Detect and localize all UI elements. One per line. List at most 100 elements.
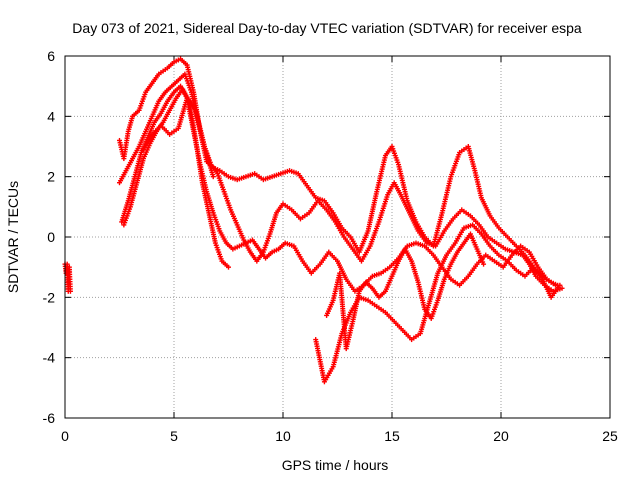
dense-marker-run	[475, 248, 486, 265]
dense-marker-run	[185, 64, 196, 93]
dense-marker-run	[128, 182, 139, 208]
dense-marker-run	[222, 191, 233, 211]
chart-title: Day 073 of 2021, Sidereal Day-to-day VTE…	[72, 20, 582, 36]
dense-marker-run	[466, 146, 477, 171]
dense-marker-run	[403, 248, 414, 262]
dense-marker-run	[471, 224, 483, 235]
dense-marker-run	[532, 266, 544, 280]
data-point	[481, 261, 487, 267]
dense-marker-run	[377, 194, 390, 223]
series-track-8	[324, 231, 487, 352]
dense-marker-run	[228, 174, 238, 182]
dense-marker-run	[467, 263, 479, 277]
dense-marker-run	[472, 170, 484, 199]
dense-marker-run	[459, 145, 469, 154]
dense-marker-run	[550, 284, 561, 298]
dense-marker-run	[310, 263, 321, 274]
dense-marker-run	[360, 245, 372, 262]
data-point	[559, 285, 565, 291]
plot-frame	[64, 55, 611, 419]
y-tick-label: -2	[43, 289, 56, 305]
dense-marker-run	[183, 73, 194, 93]
x-tick-label: 20	[493, 428, 509, 444]
dense-marker-run	[383, 275, 394, 292]
series-track-1	[62, 261, 73, 294]
y-tick-label: -6	[43, 410, 56, 426]
dense-marker-run	[186, 97, 197, 111]
dense-marker-run	[325, 300, 335, 316]
dense-marker-run	[122, 206, 133, 226]
dense-marker-run	[193, 110, 207, 147]
dense-marker-run	[151, 73, 160, 84]
dense-marker-run	[280, 168, 290, 176]
dense-marker-run	[415, 241, 426, 248]
dense-marker-run	[506, 236, 518, 247]
dense-marker-run	[478, 224, 489, 238]
dense-marker-run	[358, 295, 369, 303]
dense-marker-run	[121, 131, 131, 159]
dense-marker-run	[313, 339, 327, 383]
dense-marker-run	[150, 100, 161, 117]
dense-marker-run	[176, 97, 189, 129]
dense-marker-run	[319, 251, 330, 265]
dense-marker-run	[521, 254, 531, 265]
dense-marker-run	[331, 333, 344, 368]
y-tick-label: 6	[47, 48, 55, 64]
dense-marker-run	[384, 311, 395, 323]
y-tick-label: 0	[47, 229, 55, 245]
dense-marker-run	[417, 230, 428, 244]
dense-marker-run	[351, 248, 363, 262]
x-tick-label: 10	[275, 428, 291, 444]
data-series	[62, 56, 565, 385]
dense-marker-run	[452, 209, 463, 220]
dense-marker-run	[350, 290, 362, 322]
dense-marker-run	[386, 182, 396, 196]
dense-marker-run	[137, 131, 148, 147]
dense-marker-run	[251, 239, 261, 250]
dense-marker-run	[432, 254, 444, 268]
data-point	[210, 174, 216, 180]
dense-marker-run	[366, 191, 379, 232]
dense-marker-run	[235, 224, 246, 241]
dense-marker-run	[436, 254, 449, 274]
dense-marker-run	[261, 233, 272, 253]
dense-marker-run	[323, 366, 335, 383]
series-track-7	[313, 222, 563, 385]
dense-marker-run	[221, 260, 230, 269]
y-tick-label: 2	[47, 169, 55, 185]
dense-marker-run	[396, 164, 410, 202]
dense-marker-run	[124, 158, 134, 172]
data-point	[67, 288, 73, 294]
dense-marker-run	[213, 242, 224, 262]
dense-marker-run	[546, 278, 556, 287]
dense-marker-run	[416, 282, 427, 310]
dense-marker-run	[409, 260, 421, 283]
dense-marker-run	[161, 109, 172, 123]
dense-marker-run	[392, 182, 403, 196]
dense-marker-run	[271, 171, 282, 179]
dense-marker-run	[166, 91, 176, 102]
dense-marker-run	[368, 221, 381, 247]
dense-marker-run	[328, 251, 339, 262]
dense-marker-run	[193, 140, 205, 183]
dense-marker-run	[158, 67, 168, 76]
dense-marker-run	[144, 115, 154, 132]
dense-marker-run	[487, 236, 497, 245]
dense-marker-run	[390, 146, 401, 165]
dense-marker-run	[520, 245, 530, 254]
y-tick-label: 4	[47, 108, 55, 124]
grid-lines	[65, 56, 610, 418]
dense-marker-run	[390, 260, 401, 277]
dense-marker-run	[236, 174, 247, 182]
dense-marker-run	[301, 260, 313, 274]
data-point	[553, 282, 558, 288]
dense-marker-run	[458, 275, 470, 286]
dense-marker-run	[489, 245, 500, 256]
dense-marker-run	[434, 230, 446, 247]
dense-marker-run	[406, 241, 417, 248]
dense-marker-run	[479, 197, 492, 217]
x-tick-label: 15	[384, 428, 400, 444]
dense-marker-run	[132, 152, 144, 177]
dense-marker-run	[427, 272, 440, 304]
